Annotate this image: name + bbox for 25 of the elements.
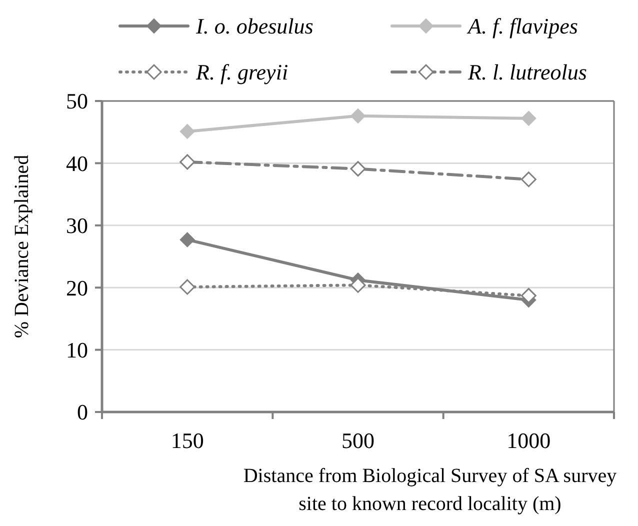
point (350, 277, 366, 293)
point (180, 279, 196, 295)
x-tick-label: 500 (342, 428, 374, 453)
point (521, 110, 536, 126)
y-tick-label: 20 (66, 275, 88, 300)
y-tick-label: 30 (66, 213, 88, 238)
y-tick-label: 40 (66, 150, 88, 176)
legend-label: I. o. obesulus (195, 14, 314, 39)
legend-label: A. f. flavipes (466, 14, 578, 39)
y-tick-label: 50 (66, 88, 88, 114)
legend-label: R. l. lutreolus (467, 60, 587, 85)
point (180, 154, 196, 170)
y-axis-title: % Deviance Explained (11, 154, 33, 338)
point (180, 232, 195, 248)
point (350, 108, 366, 124)
point (350, 161, 366, 177)
x-tick-label: 150 (170, 428, 204, 453)
point (180, 124, 195, 139)
y-tick-label: 10 (66, 338, 88, 362)
x-axis-title: Distance from Biological Survey of SA survey site to known record locality (m) (243, 465, 617, 515)
point (520, 172, 536, 188)
x-tick-label: 1000 (506, 428, 551, 453)
legend-label: R. f. greyii (195, 60, 288, 85)
y-tick-label: 0 (77, 400, 88, 425)
point (520, 288, 536, 304)
